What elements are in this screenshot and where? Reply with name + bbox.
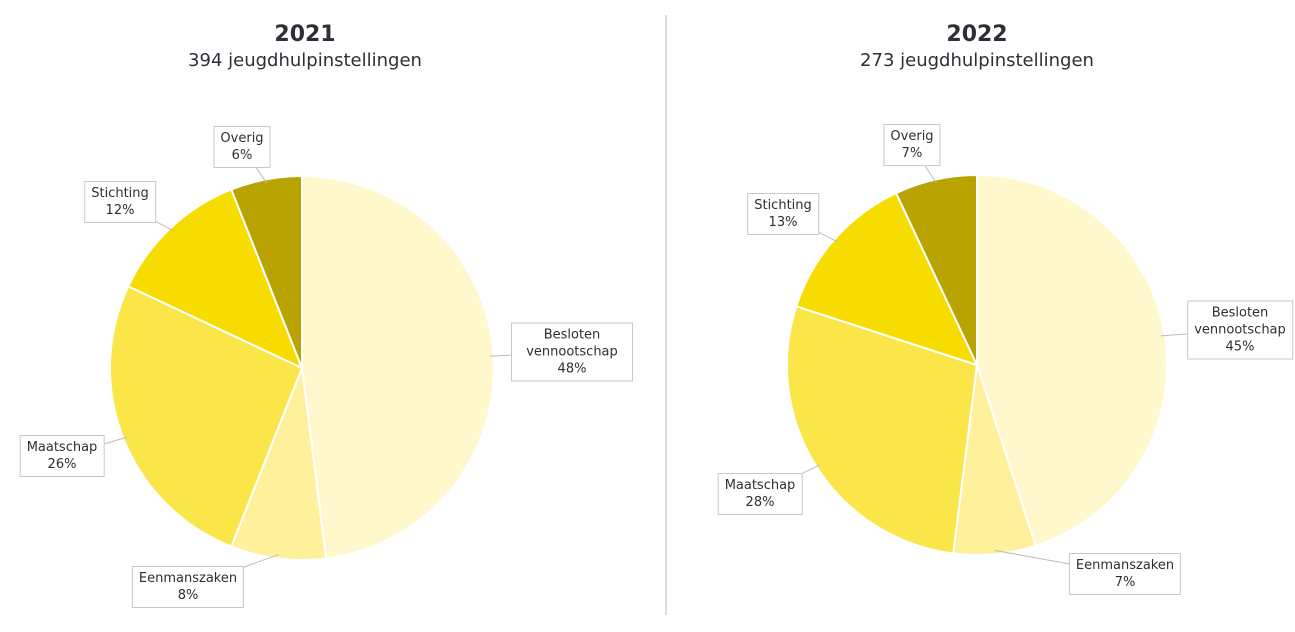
data-label: Eenmanszaken 8% xyxy=(131,566,245,608)
category-label: Overig xyxy=(890,129,934,144)
data-label: Stichting 12% xyxy=(84,181,156,223)
value-label: 6% xyxy=(231,148,253,163)
data-label: Besloten vennootschap 48% xyxy=(511,322,633,382)
category-label: Besloten vennootschap xyxy=(1194,305,1286,338)
data-label: Overig 6% xyxy=(213,126,271,168)
category-label: Eenmanszaken xyxy=(1075,558,1175,573)
category-label: Stichting xyxy=(754,198,812,213)
pie-slice xyxy=(230,174,303,369)
chart-title: 2022 xyxy=(946,22,1008,47)
data-label: Maatschap 26% xyxy=(19,435,105,477)
data-label: Overig 7% xyxy=(883,124,941,166)
pie-slice xyxy=(894,173,978,366)
pie-slice xyxy=(230,367,328,561)
data-label: Eenmanszaken 7% xyxy=(1068,553,1182,595)
category-label: Eenmanszaken xyxy=(138,571,238,586)
value-label: 48% xyxy=(557,361,587,377)
pie-slice xyxy=(301,174,495,560)
category-label: Besloten vennootschap xyxy=(526,327,618,360)
value-label: 13% xyxy=(768,215,798,230)
category-label: Stichting xyxy=(91,186,149,201)
category-label: Overig xyxy=(220,131,264,146)
data-label: Stichting 13% xyxy=(747,193,819,235)
value-label: 26% xyxy=(47,457,77,472)
chart-subtitle: 394 jeugdhulpinstellingen xyxy=(188,50,422,71)
data-label: Maatschap 28% xyxy=(717,473,803,515)
value-label: 7% xyxy=(901,146,923,161)
category-label: Maatschap xyxy=(724,478,796,493)
data-label: Besloten vennootschap 45% xyxy=(1187,300,1293,360)
value-label: 45% xyxy=(1225,339,1255,355)
pie-slice xyxy=(795,191,979,367)
value-label: 8% xyxy=(177,588,199,603)
category-label: Maatschap xyxy=(26,440,98,455)
chart-subtitle: 273 jeugdhulpinstellingen xyxy=(860,50,1094,71)
chart-title: 2021 xyxy=(274,22,336,47)
value-label: 12% xyxy=(105,203,135,218)
value-label: 28% xyxy=(745,495,775,510)
pie-slice xyxy=(126,188,304,370)
value-label: 7% xyxy=(1114,575,1136,590)
